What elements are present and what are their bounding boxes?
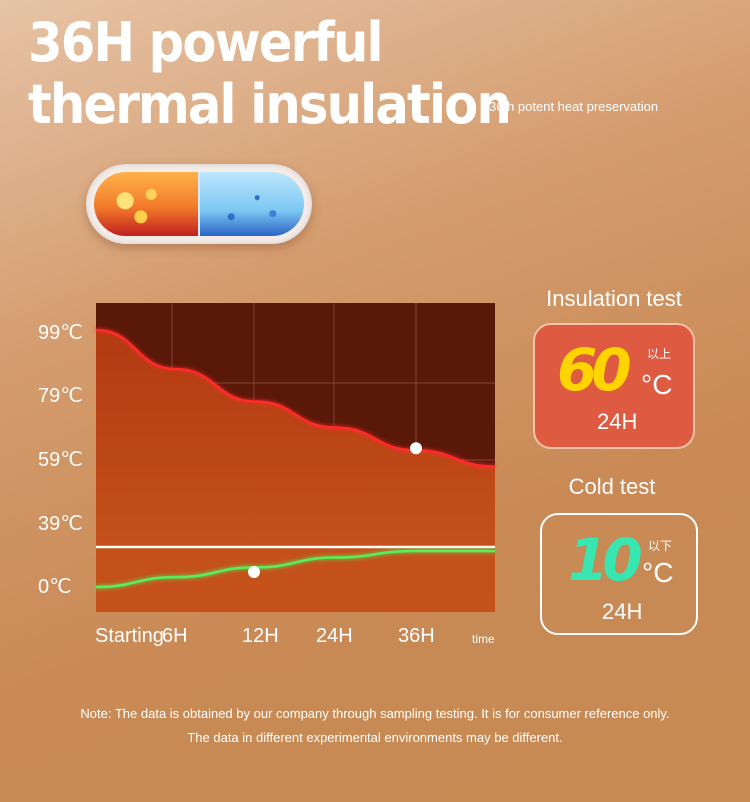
cold-series-marker (248, 565, 260, 578)
hot-water-half (94, 172, 200, 236)
hot-area (96, 330, 495, 547)
hot-cold-capsule-image (86, 164, 312, 244)
insulation-test-title: Insulation test (546, 286, 682, 311)
cold-test-card: 10 以下 °C 24H (540, 513, 698, 635)
x-tick-label: 24H (316, 625, 353, 647)
y-tick-label: 59℃ (38, 449, 83, 471)
cold-duration: 24H (602, 599, 643, 624)
x-unit-label: time (472, 632, 495, 646)
x-tick-label: 12H (242, 625, 279, 647)
cold-water-half (200, 172, 304, 236)
x-tick-label: 36H (398, 625, 435, 647)
subhead: 36 h potent heat preservation (489, 99, 659, 114)
x-tick-label: 6H (162, 625, 188, 647)
lower-band (96, 547, 495, 612)
x-tick-label: Starting (95, 625, 164, 647)
insulation-qualifier: 以上 (647, 347, 672, 361)
insulation-unit: °C (641, 369, 673, 400)
insulation-value: 60 (557, 336, 632, 404)
cold-qualifier: 以下 (648, 539, 673, 553)
y-tick-label: 99℃ (38, 322, 83, 344)
insulation-test-card: 60 以上 °C 24H (533, 323, 695, 449)
y-tick-label: 79℃ (38, 385, 83, 407)
hot-series-marker (410, 442, 422, 455)
cold-unit: °C (642, 557, 674, 588)
cold-value: 10 (568, 526, 643, 594)
headline: 36H powerful thermal insulation (28, 11, 512, 136)
cold-test-title: Cold test (568, 474, 656, 499)
note-line-1: Note: The data is obtained by our compan… (80, 706, 670, 721)
note-line-2: The data in different experimental envir… (187, 730, 563, 745)
cold-series-line (95, 549, 495, 589)
y-tick-label: 0℃ (38, 576, 72, 598)
y-tick-label: 39℃ (38, 513, 83, 535)
insulation-duration: 24H (597, 409, 638, 434)
